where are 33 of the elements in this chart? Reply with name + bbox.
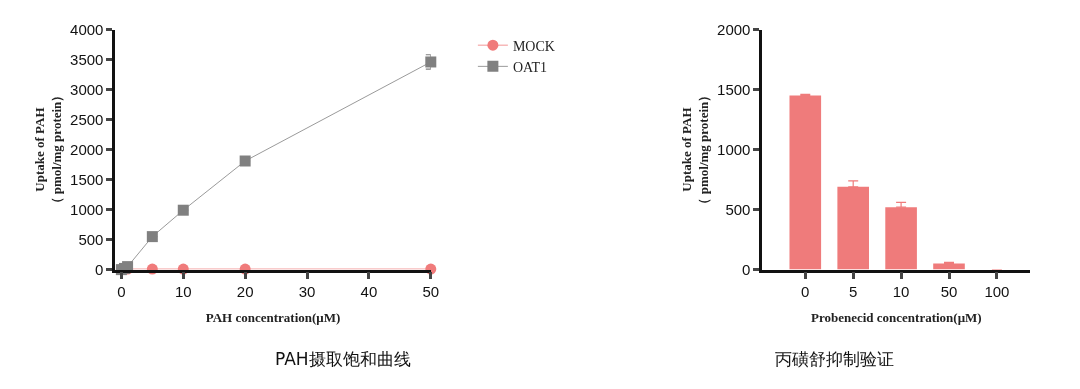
y-tick-label: 0 [95, 260, 104, 278]
y-tick-label: 4000 [70, 20, 104, 38]
x-tick-label: 100 [984, 283, 1010, 301]
x-tick-label: 50 [422, 283, 440, 301]
text: 丙磺舒抑制验证 [775, 349, 894, 369]
x-tick-label: 5 [849, 283, 858, 301]
x-tick-label: 50 [940, 283, 958, 301]
y-tick-label: 3000 [70, 80, 104, 98]
text: PAH摄取饱和曲线 [275, 349, 411, 369]
legend-label: OAT1 [512, 59, 548, 75]
x-tick-label: 10 [174, 283, 192, 301]
y-tick-label: 1000 [70, 200, 104, 218]
x-tick-label: 30 [298, 283, 316, 301]
y-tick-label: 2500 [70, 110, 104, 128]
y-axis-title: Uptake of PAH （ pmol/mg protein） [679, 88, 711, 211]
legend-label: MOCK [512, 38, 555, 54]
x-tick-label: 0 [801, 283, 810, 301]
y-tick-label: 2000 [70, 140, 104, 158]
y-tick-label: 3500 [70, 50, 104, 68]
y-tick-label: 500 [78, 230, 104, 248]
x-tick-label: 20 [236, 283, 254, 301]
y-tick-label: 1500 [70, 170, 104, 188]
x-axis-title: Probenecid concentration(μM) [810, 309, 982, 325]
y-axis-title: Uptake of PAH （ pmol/mg protein） [32, 88, 65, 211]
x-tick-label: 10 [892, 283, 910, 301]
y-tick-label: 0 [742, 260, 751, 278]
y-tick-label: 1500 [717, 80, 751, 98]
y-tick-label: 1000 [717, 140, 751, 158]
y-tick-label: 500 [725, 200, 751, 218]
x-tick-label: 40 [360, 283, 378, 301]
y-tick-label: 2000 [717, 20, 751, 38]
x-tick-label: 0 [117, 283, 126, 301]
x-axis-title: PAH concentration(μM) [205, 309, 341, 325]
